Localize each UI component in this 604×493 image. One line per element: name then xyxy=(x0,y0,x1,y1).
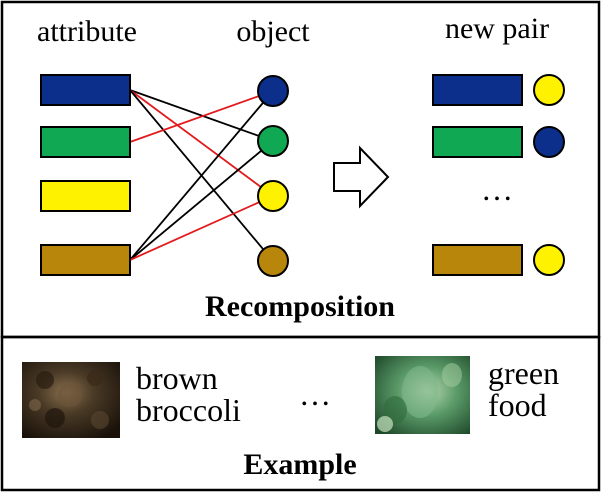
object-circle-1 xyxy=(257,125,289,157)
object-circle-3 xyxy=(257,245,289,277)
example-title: Example xyxy=(243,448,356,481)
example-ellipsis: … xyxy=(299,376,331,412)
new-pair-bar-0 xyxy=(432,74,523,106)
new-pairs-ellipsis: … xyxy=(481,171,513,207)
object-circle-0 xyxy=(257,75,289,107)
new-pair-bar-1 xyxy=(432,126,523,158)
new-pair-circle-1 xyxy=(533,126,565,158)
attribute-object-edges xyxy=(129,89,274,262)
brown-broccoli-image xyxy=(22,362,120,438)
example-label-2-line2: food xyxy=(488,387,547,423)
attribute-bar-2 xyxy=(40,180,131,212)
attribute-bar-3 xyxy=(40,244,131,276)
recomposition-title: Recomposition xyxy=(205,290,395,323)
new-pairs xyxy=(432,74,565,276)
attribute-bar-1 xyxy=(40,126,131,158)
attribute-header: attribute xyxy=(37,15,137,48)
object-header: object xyxy=(236,15,310,48)
right-arrow-icon xyxy=(333,145,390,209)
edge-3-2 xyxy=(129,195,274,261)
example-label-1-line2: broccoli xyxy=(136,392,241,428)
edge-0-2 xyxy=(129,89,274,197)
new-pair-bar-2 xyxy=(432,244,523,276)
bottom-panel xyxy=(0,335,601,492)
object-circle-2 xyxy=(257,180,289,212)
attribute-bars xyxy=(40,74,131,276)
attribute-bar-0 xyxy=(40,74,131,106)
green-food-image xyxy=(375,356,470,434)
edge-3-0 xyxy=(129,90,274,261)
top-panel xyxy=(0,0,601,339)
object-circles xyxy=(257,75,289,277)
example-label-1-line1: brown xyxy=(136,360,218,396)
new-pair-circle-2 xyxy=(533,244,565,276)
edge-3-1 xyxy=(129,140,274,261)
new-pair-circle-0 xyxy=(533,74,565,106)
new-pair-header: new pair xyxy=(445,12,549,45)
edge-0-1 xyxy=(129,89,274,142)
example-label-2-line1: green xyxy=(488,355,559,391)
edge-1-0 xyxy=(129,90,274,143)
